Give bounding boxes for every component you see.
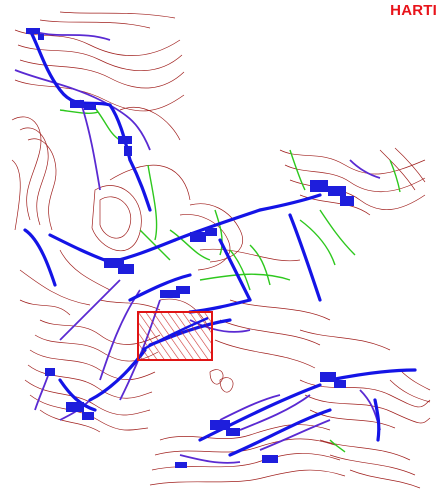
green-lines xyxy=(59,107,401,453)
contour-lines xyxy=(11,11,431,489)
settlements xyxy=(26,28,354,468)
map-title: HARTI xyxy=(390,2,437,19)
highlight-area xyxy=(137,311,213,361)
